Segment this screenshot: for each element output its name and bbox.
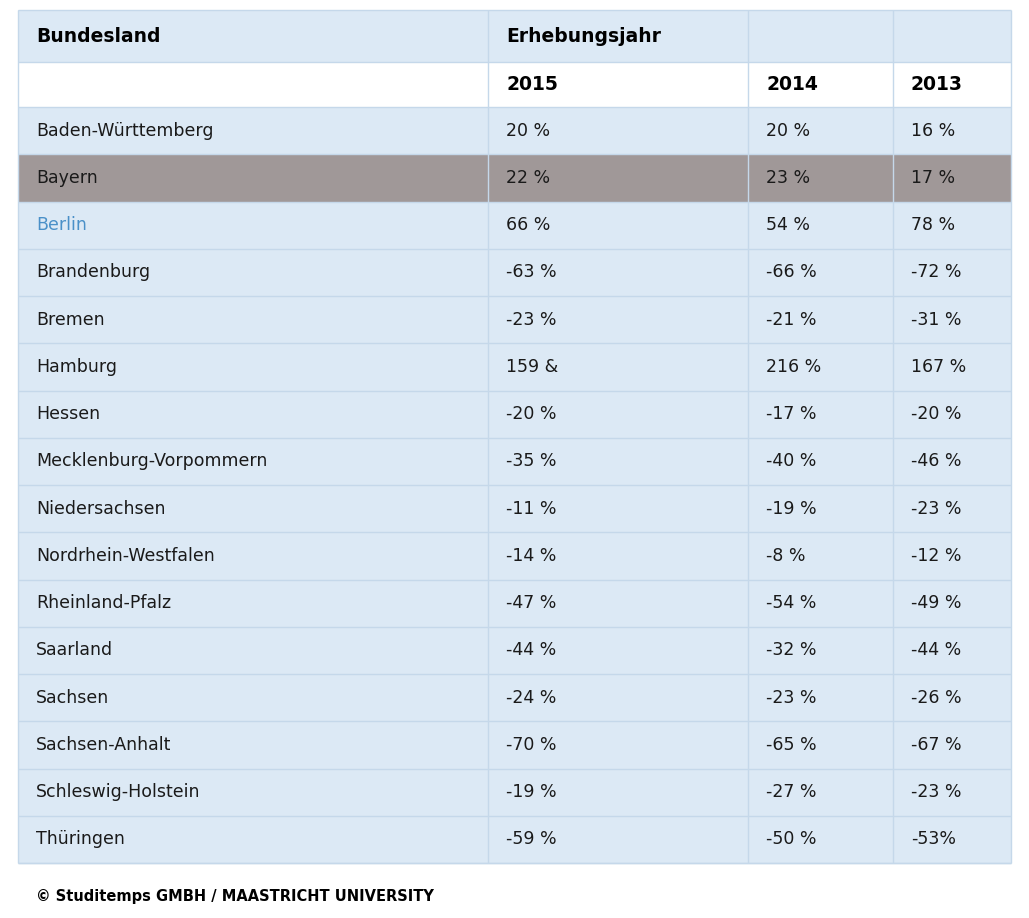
Text: -63 %: -63 % <box>506 263 557 282</box>
Text: -19 %: -19 % <box>506 783 557 801</box>
Text: Niedersachsen: Niedersachsen <box>36 499 166 518</box>
Bar <box>17 201 1012 249</box>
Text: Mecklenburg-Vorpommern: Mecklenburg-Vorpommern <box>36 453 268 470</box>
Bar <box>17 579 1012 627</box>
Text: -23 %: -23 % <box>766 688 816 707</box>
Text: -44 %: -44 % <box>911 642 961 659</box>
Text: -11 %: -11 % <box>506 499 557 518</box>
Text: © Studitemps GMBH / MAASTRICHT UNIVERSITY: © Studitemps GMBH / MAASTRICHT UNIVERSIT… <box>36 889 434 903</box>
Text: 167 %: 167 % <box>911 358 966 375</box>
Bar <box>17 627 1012 674</box>
Text: -21 %: -21 % <box>766 310 816 329</box>
Text: Thüringen: Thüringen <box>36 831 125 848</box>
Bar <box>17 62 1012 107</box>
Text: -20 %: -20 % <box>911 405 961 423</box>
Text: 2014: 2014 <box>766 75 818 94</box>
Text: Bundesland: Bundesland <box>36 27 161 46</box>
Text: -50 %: -50 % <box>766 831 816 848</box>
Bar <box>17 154 1012 201</box>
Text: -47 %: -47 % <box>506 594 557 612</box>
Text: -65 %: -65 % <box>766 736 817 754</box>
Text: -8 %: -8 % <box>766 547 806 565</box>
Text: -26 %: -26 % <box>911 688 962 707</box>
Bar <box>17 532 1012 579</box>
Text: 159 &: 159 & <box>506 358 559 375</box>
Text: -19 %: -19 % <box>766 499 817 518</box>
Text: -14 %: -14 % <box>506 547 557 565</box>
Bar <box>17 768 1012 816</box>
Text: -66 %: -66 % <box>766 263 817 282</box>
Text: Nordrhein-Westfalen: Nordrhein-Westfalen <box>36 547 215 565</box>
Bar <box>17 249 1012 296</box>
Text: -23 %: -23 % <box>506 310 557 329</box>
Bar <box>17 343 1012 390</box>
Text: Sachsen: Sachsen <box>36 688 109 707</box>
Text: 22 %: 22 % <box>506 169 551 187</box>
Text: -27 %: -27 % <box>766 783 816 801</box>
Text: 216 %: 216 % <box>766 358 821 375</box>
Text: 2013: 2013 <box>911 75 963 94</box>
Text: Bremen: Bremen <box>36 310 105 329</box>
Text: -35 %: -35 % <box>506 453 557 470</box>
Text: 54 %: 54 % <box>766 216 810 234</box>
Text: -67 %: -67 % <box>911 736 962 754</box>
Text: Hamburg: Hamburg <box>36 358 117 375</box>
Bar <box>17 390 1012 438</box>
Text: -31 %: -31 % <box>911 310 961 329</box>
Text: -17 %: -17 % <box>766 405 816 423</box>
Bar <box>17 438 1012 485</box>
Text: -24 %: -24 % <box>506 688 557 707</box>
Text: Saarland: Saarland <box>36 642 113 659</box>
Bar <box>17 485 1012 532</box>
Text: -72 %: -72 % <box>911 263 961 282</box>
Text: -70 %: -70 % <box>506 736 557 754</box>
Text: 66 %: 66 % <box>506 216 551 234</box>
Bar <box>17 10 1012 62</box>
Text: Berlin: Berlin <box>36 216 86 234</box>
Text: Bayern: Bayern <box>36 169 98 187</box>
Text: 2015: 2015 <box>506 75 558 94</box>
Bar <box>17 816 1012 863</box>
Text: 20 %: 20 % <box>506 121 551 140</box>
Text: Baden-Württemberg: Baden-Württemberg <box>36 121 213 140</box>
Text: -49 %: -49 % <box>911 594 961 612</box>
Text: -54 %: -54 % <box>766 594 816 612</box>
Text: Erhebungsjahr: Erhebungsjahr <box>506 27 661 46</box>
Text: 78 %: 78 % <box>911 216 955 234</box>
Text: 16 %: 16 % <box>911 121 955 140</box>
Text: 17 %: 17 % <box>911 169 955 187</box>
Bar <box>17 296 1012 343</box>
Text: -46 %: -46 % <box>911 453 961 470</box>
Text: 20 %: 20 % <box>766 121 810 140</box>
Text: -23 %: -23 % <box>911 783 961 801</box>
Text: Schleswig-Holstein: Schleswig-Holstein <box>36 783 201 801</box>
Bar <box>17 107 1012 154</box>
Text: -12 %: -12 % <box>911 547 961 565</box>
Bar <box>17 674 1012 722</box>
Text: Hessen: Hessen <box>36 405 100 423</box>
Text: -23 %: -23 % <box>911 499 961 518</box>
Text: -32 %: -32 % <box>766 642 816 659</box>
Text: -44 %: -44 % <box>506 642 557 659</box>
Text: -20 %: -20 % <box>506 405 557 423</box>
Text: Brandenburg: Brandenburg <box>36 263 150 282</box>
Text: -40 %: -40 % <box>766 453 816 470</box>
Text: -59 %: -59 % <box>506 831 557 848</box>
Text: Rheinland-Pfalz: Rheinland-Pfalz <box>36 594 171 612</box>
Text: Sachsen-Anhalt: Sachsen-Anhalt <box>36 736 172 754</box>
Text: 23 %: 23 % <box>766 169 810 187</box>
Text: -53%: -53% <box>911 831 956 848</box>
Bar <box>17 722 1012 768</box>
